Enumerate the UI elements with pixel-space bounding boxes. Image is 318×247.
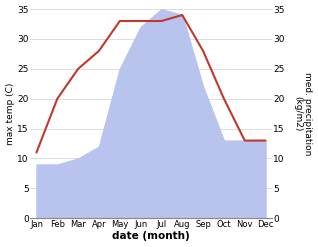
Y-axis label: med. precipitation
(kg/m2): med. precipitation (kg/m2) — [293, 72, 313, 155]
X-axis label: date (month): date (month) — [112, 231, 190, 242]
Y-axis label: max temp (C): max temp (C) — [5, 82, 15, 145]
